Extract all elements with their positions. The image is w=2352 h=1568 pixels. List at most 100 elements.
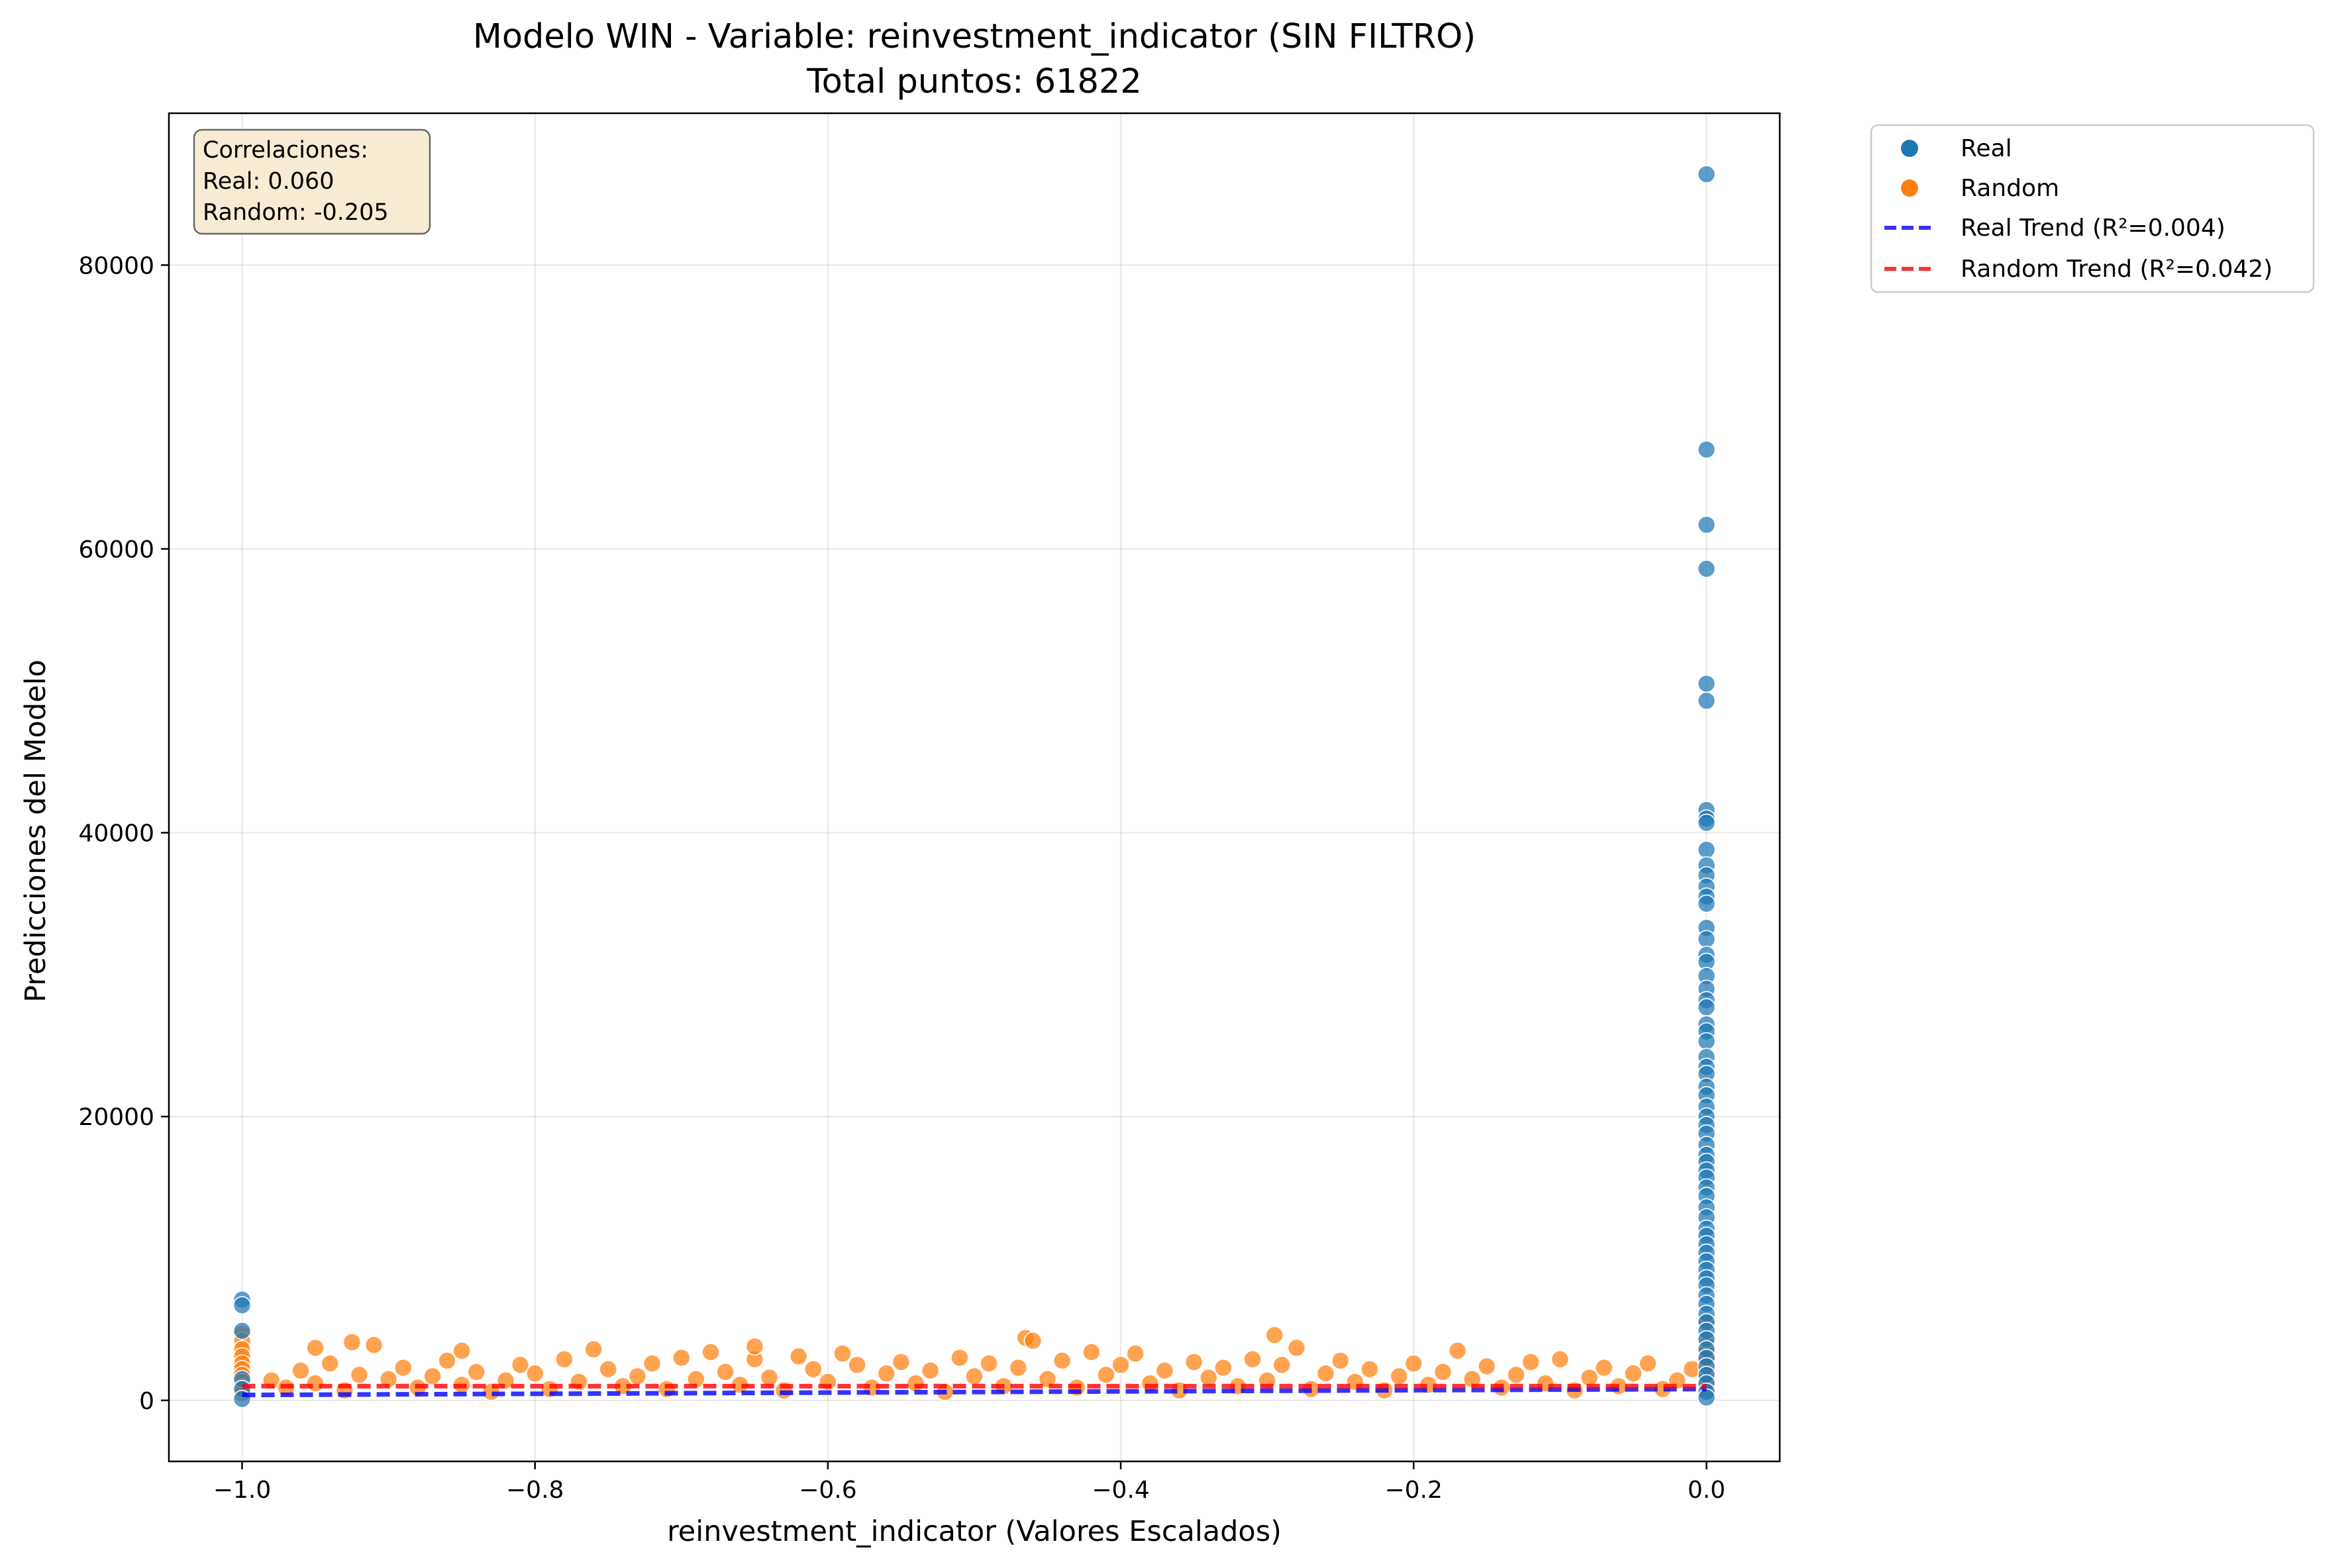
- point-random: [1551, 1349, 1570, 1369]
- y-tick-label: 20000: [78, 1104, 154, 1131]
- data-points: [232, 165, 1716, 1408]
- point-random: [1448, 1342, 1467, 1360]
- point-random: [1243, 1349, 1262, 1369]
- legend-label-real-trend: Real Trend (R²=0.004): [1961, 215, 2225, 242]
- point-random: [1521, 1353, 1540, 1371]
- point-random: [877, 1364, 896, 1383]
- point-random: [1433, 1363, 1453, 1381]
- trend-line-real-trend-r-0-004-: [242, 1387, 1707, 1398]
- correlation-box: Correlaciones: Real: 0.060 Random: -0.20…: [193, 128, 431, 235]
- point-real: [1697, 813, 1716, 832]
- legend-marker-real: [1901, 140, 1918, 157]
- y-tick-label: 60000: [78, 536, 154, 564]
- point-random: [467, 1363, 486, 1381]
- point-random: [1390, 1367, 1408, 1386]
- plot-frame: [168, 112, 1781, 1463]
- point-random: [906, 1374, 925, 1393]
- point-random: [1624, 1364, 1643, 1383]
- legend-marker-random: [1901, 179, 1918, 197]
- legend-frame: [1870, 124, 2315, 293]
- point-random: [438, 1351, 456, 1370]
- point-random: [1023, 1332, 1043, 1350]
- legend-label-real: Real: [1961, 135, 2012, 162]
- point-real: [1697, 894, 1716, 913]
- correlation-box-background: [193, 128, 431, 235]
- y-axis-label: Predicciones del Modelo: [19, 660, 52, 1003]
- point-real: [1697, 515, 1716, 534]
- x-axis-label: reinvestment_indicator (Valores Escalado…: [667, 1515, 1282, 1548]
- point-random: [452, 1342, 471, 1360]
- point-random: [599, 1359, 618, 1379]
- point-random: [965, 1367, 984, 1386]
- point-random: [642, 1354, 662, 1373]
- grid: [169, 113, 1780, 1461]
- point-random: [1404, 1354, 1423, 1373]
- correlation-title: Correlaciones:: [203, 137, 368, 164]
- legend-label-random: Random: [1961, 175, 2059, 202]
- point-random: [1082, 1343, 1101, 1361]
- point-random: [350, 1365, 369, 1385]
- point-random: [804, 1359, 823, 1379]
- x-tick-label: −0.8: [506, 1477, 564, 1504]
- point-random: [1272, 1355, 1292, 1375]
- x-tick-label: 0.0: [1688, 1477, 1725, 1504]
- legend-label-random-trend: Random Trend (R²=0.042): [1961, 256, 2273, 283]
- point-random: [1126, 1344, 1145, 1363]
- point-random: [1287, 1338, 1306, 1357]
- point-random: [1639, 1354, 1657, 1373]
- y-tick-label: 40000: [78, 820, 154, 848]
- point-random: [1594, 1358, 1613, 1377]
- point-random: [628, 1367, 647, 1386]
- point-random: [921, 1361, 940, 1380]
- point-random: [745, 1337, 764, 1356]
- point-random: [1097, 1365, 1115, 1385]
- legend: Real Random Real Trend (R²=0.004) Random…: [1870, 124, 2315, 293]
- point-random: [321, 1354, 340, 1373]
- point-random: [701, 1343, 720, 1361]
- point-random: [1265, 1326, 1284, 1345]
- point-random: [848, 1355, 866, 1375]
- point-random: [1155, 1361, 1174, 1380]
- point-random: [306, 1338, 325, 1357]
- point-random: [1478, 1357, 1496, 1376]
- y-tick-label: 80000: [78, 252, 154, 279]
- point-random: [892, 1353, 911, 1371]
- point-real: [1697, 165, 1716, 183]
- point-real: [1697, 840, 1716, 859]
- point-random: [1199, 1368, 1218, 1387]
- point-random: [1331, 1351, 1350, 1370]
- point-random: [1009, 1358, 1028, 1377]
- point-real: [1697, 1032, 1716, 1051]
- point-random: [1052, 1351, 1072, 1370]
- point-random: [291, 1361, 310, 1380]
- chart-title: Modelo WIN - Variable: reinvestment_indi…: [473, 17, 1476, 56]
- point-random: [833, 1344, 852, 1363]
- correlation-random: Random: -0.205: [203, 199, 389, 226]
- point-random: [1507, 1365, 1525, 1385]
- point-random: [980, 1354, 998, 1373]
- correlation-real: Real: 0.060: [203, 168, 334, 195]
- x-axis-ticks: −1.0 −0.8 −0.6 −0.4 −0.2 0.0: [213, 1461, 1725, 1504]
- point-random: [342, 1333, 362, 1351]
- point-random: [672, 1348, 691, 1367]
- point-random: [1184, 1353, 1203, 1371]
- y-tick-label: 0: [139, 1388, 154, 1415]
- point-random: [1214, 1358, 1233, 1377]
- point-random: [716, 1363, 735, 1381]
- y-axis-ticks: 0 20000 40000 60000 80000: [78, 252, 169, 1415]
- point-random: [789, 1347, 808, 1366]
- point-random: [1038, 1369, 1057, 1389]
- point-real: [1697, 1388, 1716, 1407]
- x-tick-label: −0.6: [799, 1477, 856, 1504]
- point-random: [511, 1355, 530, 1375]
- point-random: [950, 1348, 969, 1367]
- point-real: [1697, 691, 1716, 710]
- point-random: [555, 1349, 574, 1369]
- point-real: [232, 1322, 252, 1340]
- point-random: [393, 1358, 413, 1377]
- x-tick-label: −1.0: [213, 1477, 271, 1504]
- point-random: [1111, 1355, 1130, 1375]
- chart-subtitle: Total puntos: 61822: [806, 62, 1142, 101]
- point-random: [423, 1367, 442, 1386]
